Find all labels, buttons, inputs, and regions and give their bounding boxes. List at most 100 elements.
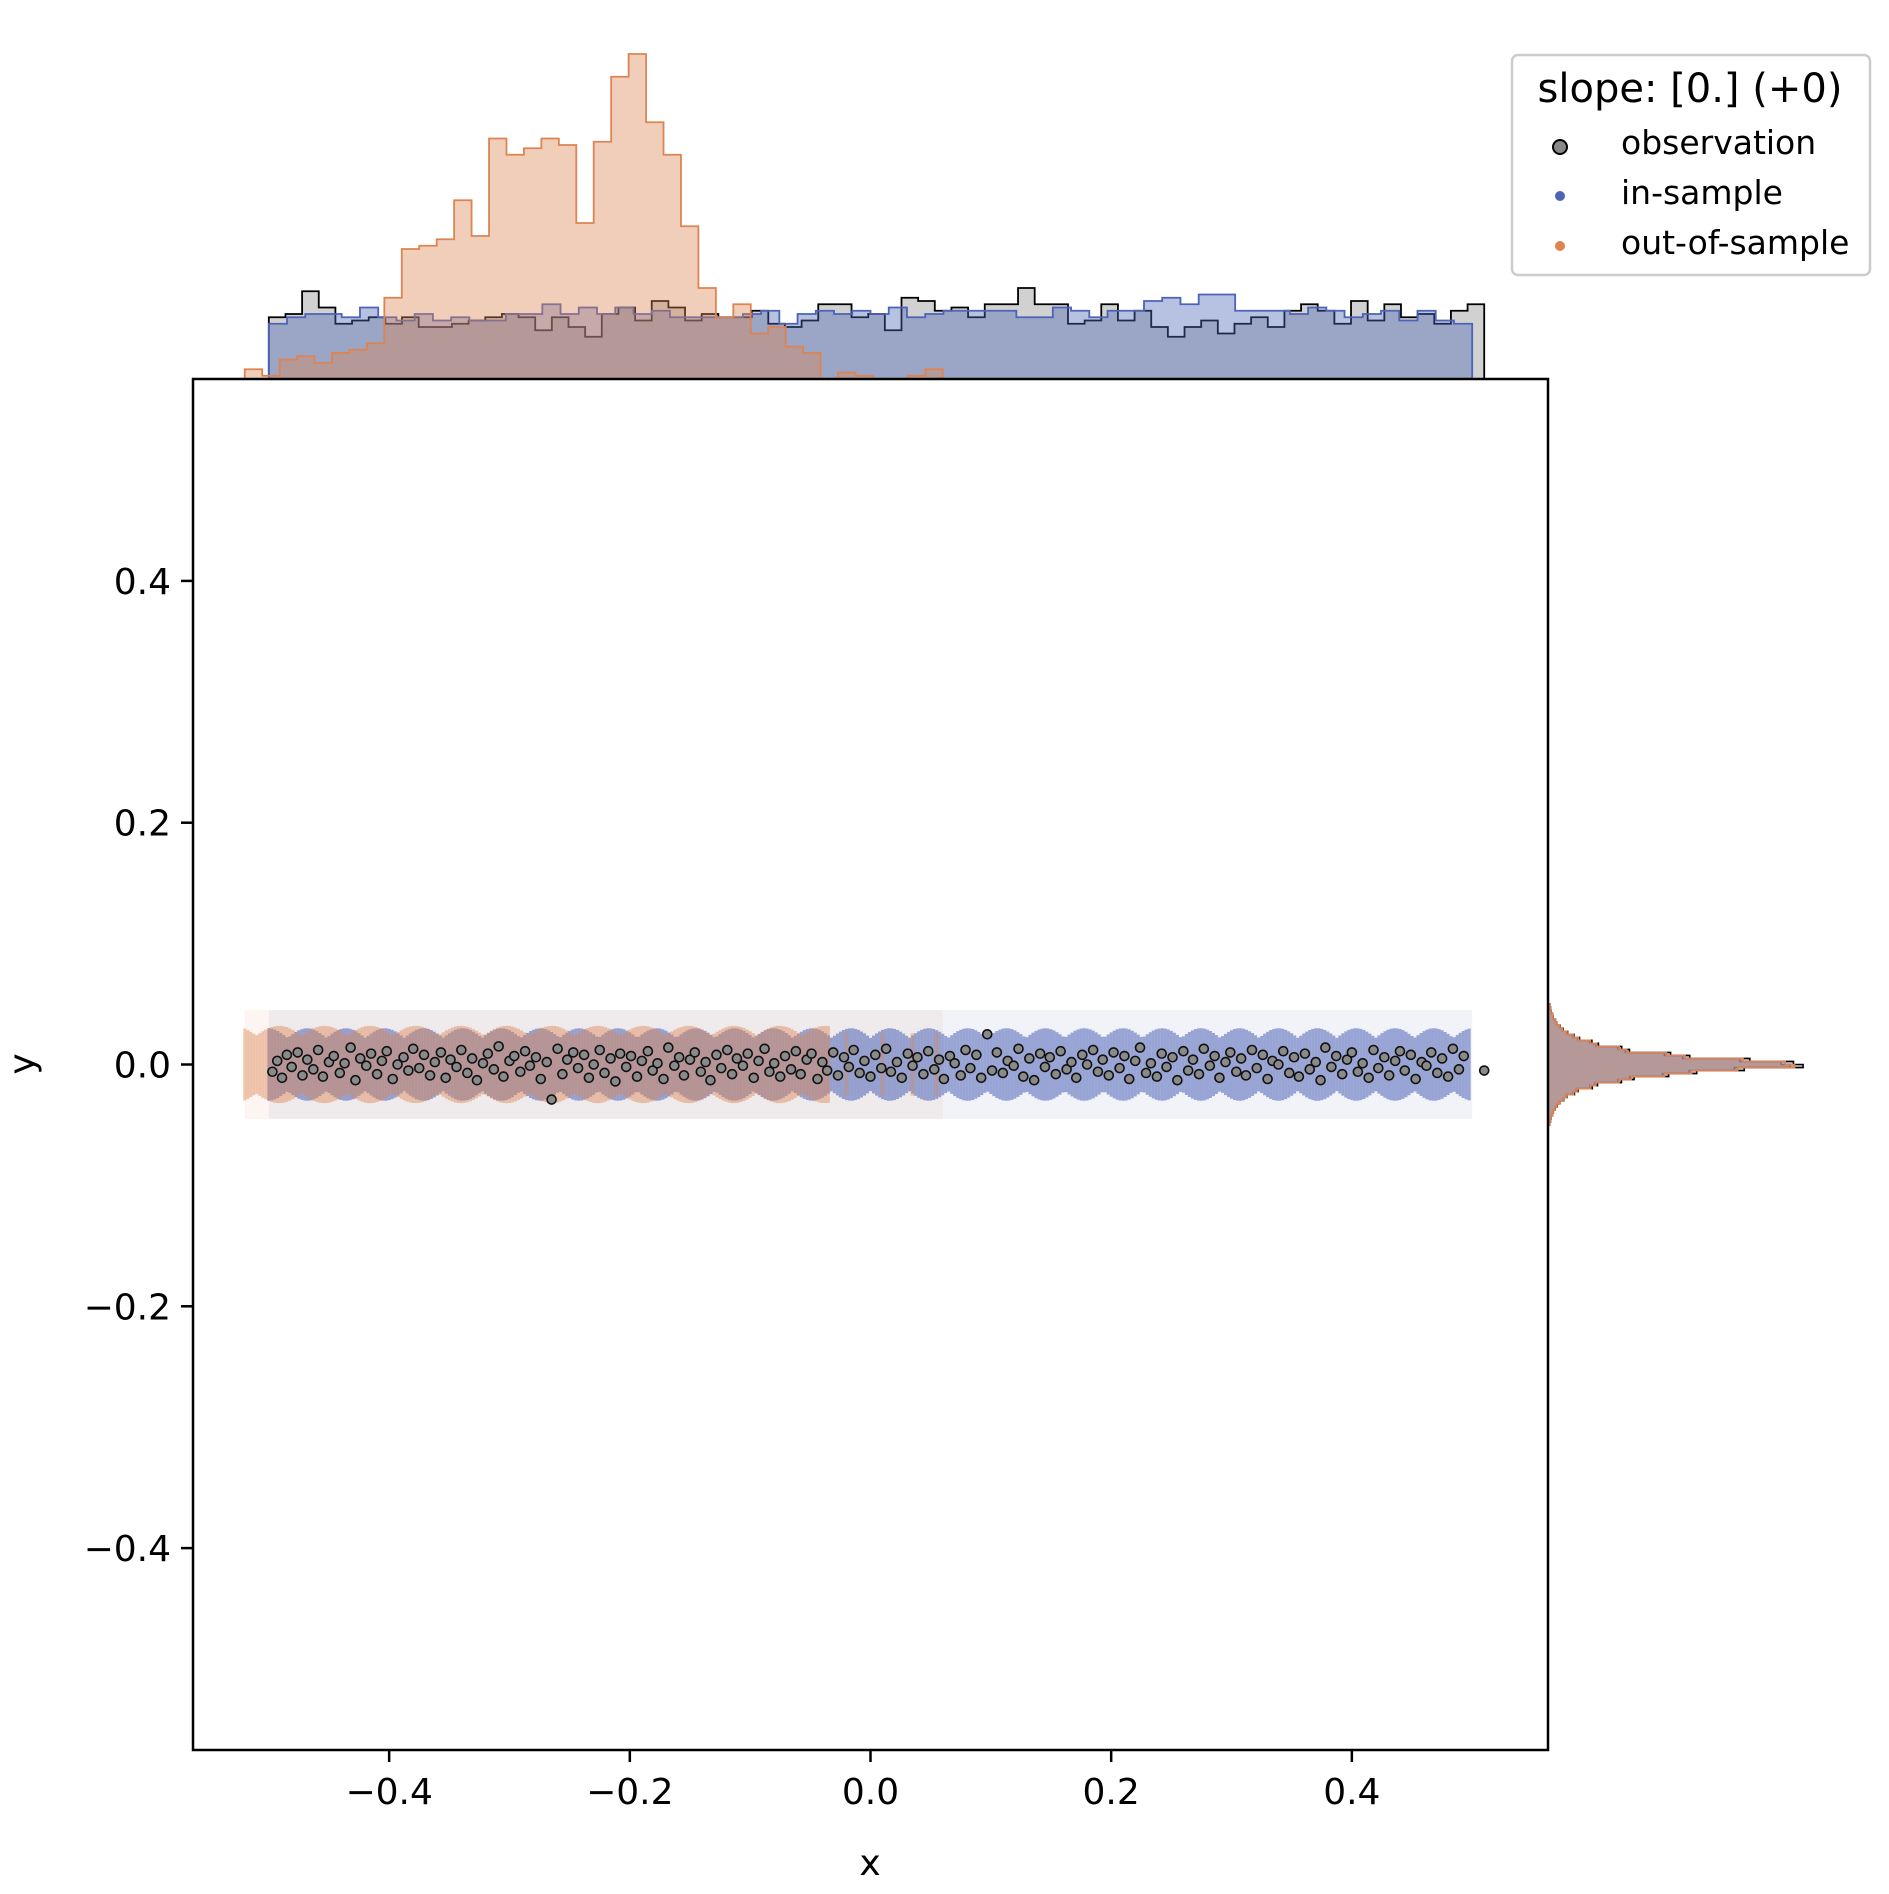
observation-point <box>297 1070 308 1081</box>
observation-point <box>509 1050 520 1062</box>
observation-point <box>578 1049 590 1061</box>
x-tick-label: 0.2 <box>1083 1772 1140 1813</box>
x-tick-label: −0.2 <box>586 1772 673 1813</box>
observation-point <box>1129 1055 1141 1067</box>
observation-point <box>902 1048 914 1059</box>
observation-point <box>896 1072 908 1084</box>
y-hist-out-of-sample <box>1547 1003 1796 1126</box>
observation-point <box>1114 1062 1125 1074</box>
observation-point <box>1336 1068 1348 1080</box>
observation-point <box>561 1054 573 1065</box>
observation-point <box>715 1062 727 1074</box>
observation-point <box>876 1062 887 1074</box>
observation-point <box>451 1061 462 1073</box>
observation-point <box>933 1054 945 1065</box>
y-marginal-histogram <box>1547 1003 1804 1126</box>
observation-point <box>631 1071 643 1082</box>
observation-point <box>588 1059 600 1070</box>
observation-point <box>870 1049 881 1061</box>
observation-point <box>267 1066 278 1078</box>
observation-point <box>1326 1061 1337 1073</box>
observation-point <box>1050 1068 1062 1080</box>
x-tick-label: 0.0 <box>842 1772 899 1813</box>
observation-point <box>997 1067 1009 1079</box>
observation-point <box>1394 1045 1406 1057</box>
observation-point <box>636 1055 648 1067</box>
observation-point <box>981 1028 993 1040</box>
observation-point <box>658 1073 669 1085</box>
legend-title: slope: [0.] (+0) <box>1538 66 1843 112</box>
observation-point <box>354 1053 366 1064</box>
observation-point <box>1024 1053 1035 1064</box>
legend-box <box>1510 53 1872 277</box>
observation-point <box>731 1053 743 1064</box>
observation-point <box>854 1067 865 1079</box>
observation-point <box>1453 1064 1465 1075</box>
y-tick-label: 0.4 <box>114 562 171 603</box>
observation-point <box>1368 1044 1379 1056</box>
observation-point <box>403 1065 414 1076</box>
observation-point <box>843 1061 855 1073</box>
y-tick-label: −0.4 <box>84 1529 171 1570</box>
observation-point <box>795 1068 807 1080</box>
observation-point <box>949 1057 961 1069</box>
observation-point <box>711 1049 722 1061</box>
observation-point <box>1061 1064 1072 1075</box>
observation-point <box>498 1071 509 1082</box>
observation-point <box>1119 1050 1130 1062</box>
observation-point <box>620 1061 632 1073</box>
observation-point <box>922 1045 934 1057</box>
observation-point <box>519 1045 531 1057</box>
observation-point <box>812 1073 823 1085</box>
observation-point <box>1478 1065 1490 1076</box>
observation-point <box>381 1045 393 1057</box>
observation-point <box>689 1047 701 1058</box>
observation-point <box>599 1067 610 1079</box>
y-tick-label: 0.2 <box>114 804 171 845</box>
observation-point <box>1018 1071 1029 1082</box>
observation-point <box>350 1074 361 1086</box>
observation-point <box>1151 1071 1163 1082</box>
observation-point <box>1070 1072 1082 1084</box>
observation-point <box>312 1044 324 1056</box>
observation-point <box>1066 1056 1077 1068</box>
observation-point <box>557 1068 568 1080</box>
observation-point <box>1182 1065 1194 1076</box>
observation-point <box>1178 1045 1189 1057</box>
observation-point <box>1436 1053 1448 1064</box>
observation-point <box>885 1066 897 1078</box>
observation-point <box>530 1051 542 1063</box>
observation-point <box>1108 1047 1119 1058</box>
observation-point <box>1373 1062 1384 1074</box>
observation-point <box>583 1072 595 1084</box>
observation-point <box>1421 1060 1432 1072</box>
observation-point <box>790 1045 802 1057</box>
observation-point <box>1330 1050 1342 1062</box>
observation-point <box>1167 1051 1178 1063</box>
observation-point <box>435 1047 447 1058</box>
observation-point <box>477 1057 489 1069</box>
observation-point <box>705 1074 716 1086</box>
observation-point <box>1273 1059 1284 1070</box>
observation-point <box>1363 1072 1374 1084</box>
observation-point <box>1028 1074 1040 1086</box>
observation-point <box>944 1050 956 1062</box>
legend-label-out-of-sample: out-of-sample <box>1621 223 1849 262</box>
observation-point <box>345 1042 356 1053</box>
x-marginal-histogram <box>243 53 1486 380</box>
x-tick-label: −0.4 <box>345 1772 432 1813</box>
observation-point <box>317 1071 329 1082</box>
observation-point <box>1214 1072 1225 1084</box>
observation-point <box>955 1070 967 1081</box>
observation-point <box>493 1041 504 1052</box>
observation-point <box>647 1065 658 1076</box>
observation-point <box>541 1056 553 1068</box>
observation-point <box>1008 1060 1020 1072</box>
observation-point <box>1092 1066 1104 1078</box>
observation-point <box>594 1044 606 1056</box>
observation-point <box>610 1076 621 1087</box>
legend-marker-in-sample <box>1555 191 1565 201</box>
observation-point <box>1055 1045 1066 1057</box>
observation-point <box>1204 1060 1216 1072</box>
